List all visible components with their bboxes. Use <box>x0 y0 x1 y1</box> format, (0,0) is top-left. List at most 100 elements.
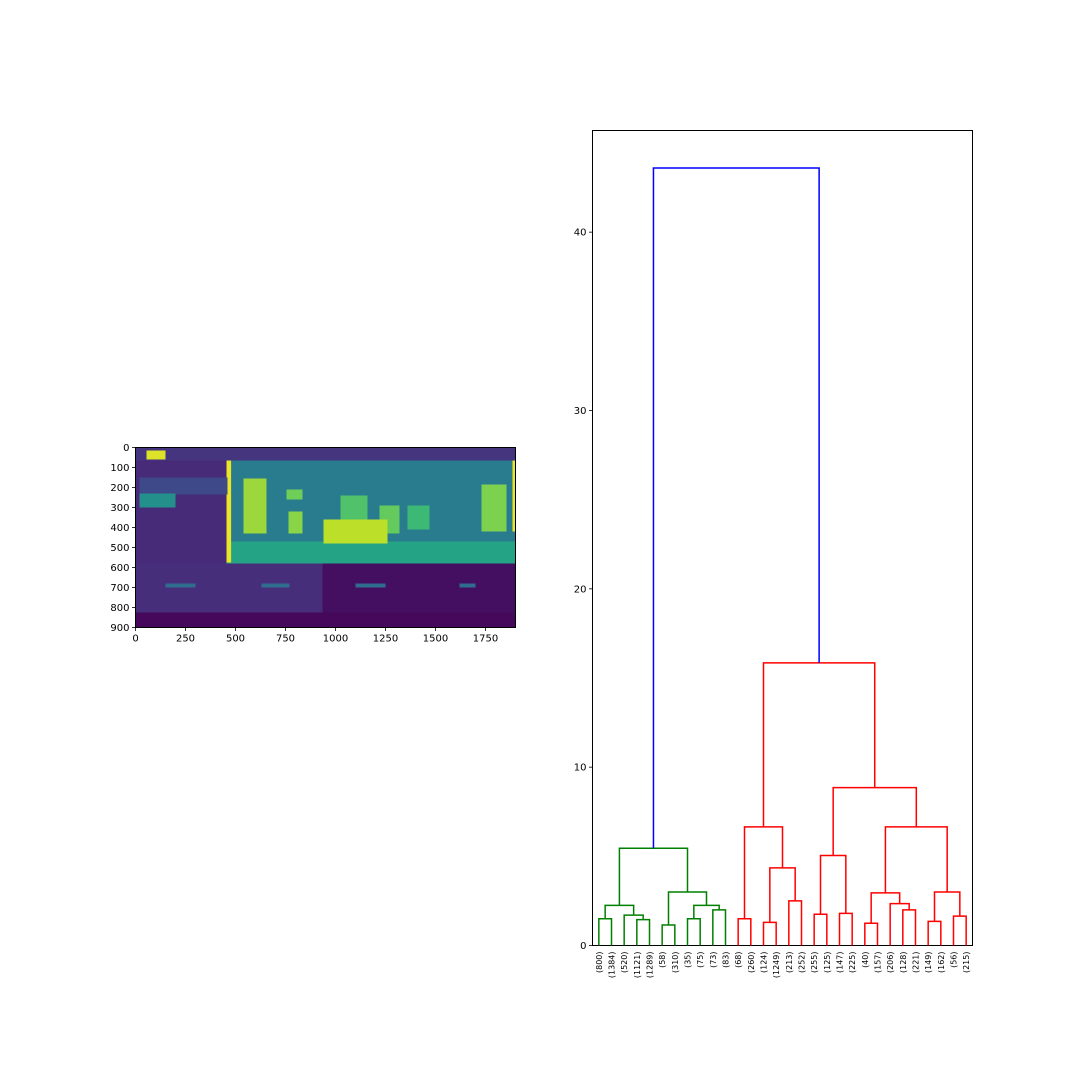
dendrogram-link <box>819 854 847 915</box>
heatmap-region <box>355 583 386 588</box>
dendrogram-leaf-label: (128) <box>899 952 908 974</box>
dendrogram-y-tick-label: 20 <box>574 584 587 595</box>
heatmap-y-tick-label: 300 <box>110 503 129 514</box>
dendrogram-link <box>712 909 727 946</box>
dendrogram-link <box>667 891 708 925</box>
dendrogram-leaf-label: (157) <box>874 952 883 974</box>
dendrogram-link <box>743 826 784 919</box>
heatmap-y-tick-label: 100 <box>110 463 129 474</box>
heatmap-x-tick-label: 500 <box>226 634 245 645</box>
heatmap-frame <box>135 447 516 628</box>
heatmap-region <box>340 495 368 524</box>
heatmap-region <box>243 478 267 534</box>
heatmap-region <box>146 450 166 460</box>
dendrogram-leaf-label: (75) <box>696 952 705 968</box>
heatmap-region <box>407 505 430 530</box>
dendrogram-y-axis: 0 10 20 30 40 <box>574 228 593 952</box>
dendrogram-leaf-label: (310) <box>671 952 680 974</box>
heatmap-region <box>135 612 516 628</box>
heatmap-y-tick-label: 0 <box>123 443 129 454</box>
dendrogram-leaf-label: (124) <box>760 952 769 974</box>
heatmap-y-tick-label: 400 <box>110 523 129 534</box>
heatmap-x-tick-label: 1250 <box>373 634 398 645</box>
dendrogram-link <box>737 917 752 946</box>
heatmap-x-tick-label: 0 <box>132 634 138 645</box>
dendrogram-link <box>870 892 901 924</box>
heatmap-region <box>226 460 232 563</box>
dendrogram-link <box>927 920 942 946</box>
heatmap-region <box>135 447 516 461</box>
heatmap-region <box>139 477 228 495</box>
dendrogram-link <box>889 902 910 946</box>
dendrogram-link <box>933 891 961 922</box>
dendrogram-leaf-label: (125) <box>823 952 832 974</box>
dendrogram-leaf-label: (800) <box>595 952 604 974</box>
dendrogram-link <box>661 924 676 946</box>
dendrogram-leaf-label: (1289) <box>646 952 655 979</box>
heatmap-x-tick-label: 1500 <box>423 634 448 645</box>
dendrogram-leaf-label: (149) <box>924 952 933 974</box>
dendrogram-leaf-label: (225) <box>848 952 857 974</box>
dendrogram-leaf-label: (68) <box>734 952 743 968</box>
heatmap-x-tick-label: 1000 <box>323 634 348 645</box>
heatmap-region <box>261 583 290 588</box>
heatmap-region <box>323 519 388 544</box>
dendrogram-leaf-label: (1121) <box>633 952 642 979</box>
heatmap-region <box>165 583 196 588</box>
dendrogram-leaf-label: (215) <box>962 952 971 974</box>
dendrogram-link <box>884 826 948 893</box>
heatmap-y-tick-label: 600 <box>110 563 129 574</box>
dendrogram-leaf-labels: (800) (1384) (520) (1121) (1289) (58) (310) (35… <box>595 952 971 979</box>
heatmap-region <box>135 563 323 613</box>
dendrogram-link <box>769 867 796 923</box>
dendrogram-link <box>813 913 828 946</box>
dendrogram-frame <box>592 130 973 946</box>
dendrogram-link <box>693 904 720 919</box>
dendrogram-link <box>598 917 613 946</box>
dendrogram-link <box>762 921 777 946</box>
dendrogram-leaf-label: (40) <box>861 952 870 968</box>
dendrogram-leaf-label: (213) <box>785 952 794 974</box>
dendrogram-leaf-label: (35) <box>684 952 693 968</box>
heatmap-x-tick-label: 250 <box>176 634 195 645</box>
heatmap-x-tick-label: 1750 <box>473 634 498 645</box>
dendrogram-leaf-label: (73) <box>709 952 718 968</box>
heatmap-y-tick-label: 700 <box>110 583 129 594</box>
dendrogram-link <box>832 786 918 856</box>
dendrogram-leaf-label: (252) <box>798 952 807 974</box>
dendrogram-leaf-label: (1384) <box>608 952 617 979</box>
dendrogram-link <box>618 847 689 906</box>
dendrogram-y-tick-label: 30 <box>574 406 587 417</box>
dendrogram-link <box>652 167 820 849</box>
dendrogram-links <box>598 167 967 946</box>
dendrogram-leaf-label: (83) <box>722 952 731 968</box>
dendrogram-link <box>952 915 967 946</box>
heatmap-y-tick-label: 800 <box>110 603 129 614</box>
dendrogram-link <box>604 904 635 919</box>
dendrogram-leaf-label: (147) <box>836 952 845 974</box>
dendrogram-leaf-label: (162) <box>937 952 946 974</box>
dendrogram-y-tick-label: 0 <box>580 941 586 952</box>
dendrogram-link <box>902 909 917 946</box>
dendrogram-y-tick-label: 40 <box>574 228 587 239</box>
dendrogram-leaf-label: (260) <box>747 952 756 974</box>
heatmap-x-axis: 0 250 500 750 1000 1250 1500 1750 <box>132 627 498 645</box>
dendrogram-link <box>788 900 803 946</box>
dendrogram-link <box>838 912 853 946</box>
heatmap-y-axis: 0 100 200 300 400 500 600 700 800 900 <box>110 443 136 634</box>
dendrogram-link <box>686 917 701 946</box>
dendrogram-link <box>864 922 879 946</box>
dendrogram-link <box>636 918 651 946</box>
heatmap-region <box>459 583 476 588</box>
heatmap-region <box>135 460 227 564</box>
dendrogram-link <box>762 662 876 827</box>
dendrogram-leaf-label: (255) <box>810 952 819 974</box>
heatmap-x-tick-label: 750 <box>276 634 295 645</box>
dendrogram-y-tick-label: 10 <box>574 763 587 774</box>
heatmap-region <box>322 563 516 613</box>
heatmap-region <box>481 484 507 532</box>
heatmap-image <box>135 447 516 628</box>
heatmap-y-tick-label: 200 <box>110 483 129 494</box>
heatmap-y-tick-label: 900 <box>110 623 129 634</box>
